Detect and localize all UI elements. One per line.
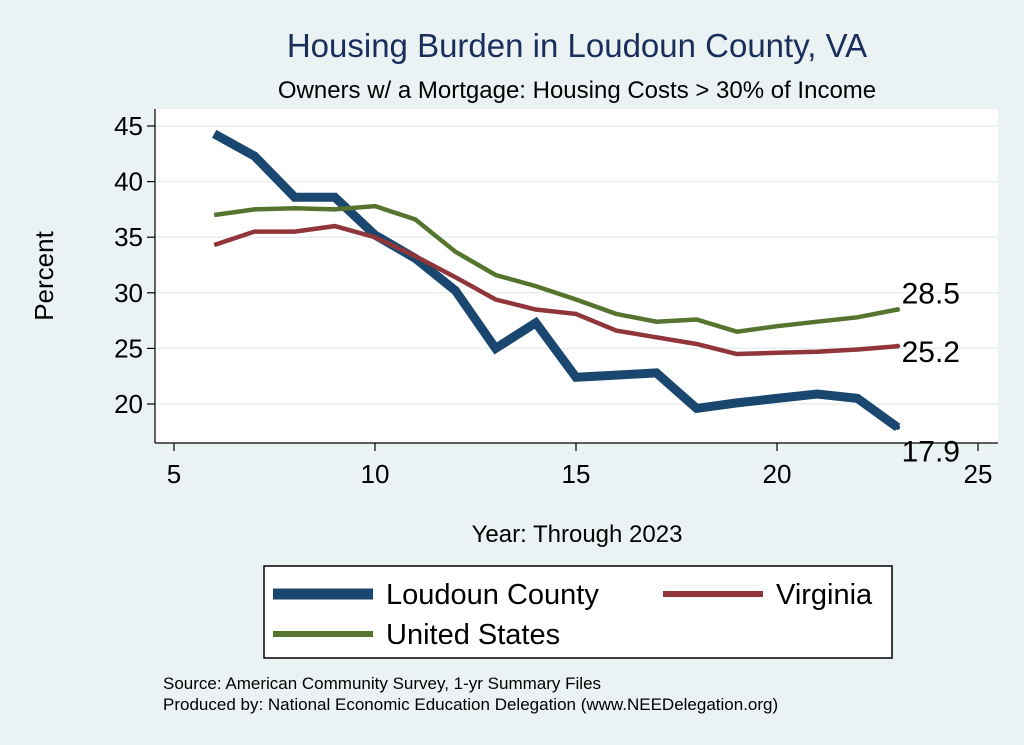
produced-note: Produced by: National Economic Education… bbox=[163, 695, 778, 714]
y-tick-label: 30 bbox=[114, 278, 143, 308]
grid-lines bbox=[155, 125, 998, 405]
x-tick-label: 25 bbox=[964, 459, 993, 489]
end-labels: 17.9 25.2 28.5 bbox=[895, 277, 960, 468]
legend-box bbox=[263, 565, 893, 659]
y-tick-label: 20 bbox=[114, 389, 143, 419]
legend-label-united-states: United States bbox=[386, 619, 560, 651]
end-marker-virginia bbox=[895, 343, 901, 349]
y-axis-label: Percent bbox=[29, 230, 59, 320]
axes: 20 25 30 35 40 45 5 10 15 20 25 bbox=[114, 109, 998, 489]
legend: Loudoun County Virginia United States bbox=[263, 565, 893, 659]
x-tick-label: 10 bbox=[361, 459, 390, 489]
end-marker-united-states bbox=[895, 306, 901, 312]
y-tick-label: 25 bbox=[114, 333, 143, 363]
end-label-united-states: 28.5 bbox=[902, 277, 960, 310]
y-tick-label: 40 bbox=[114, 167, 143, 197]
x-tick-label: 15 bbox=[562, 459, 591, 489]
series-line-virginia bbox=[213, 223, 898, 357]
plot-area bbox=[155, 109, 998, 443]
y-tick-label: 45 bbox=[114, 111, 143, 141]
x-axis-label: Year: Through 2023 bbox=[472, 521, 683, 548]
x-tick-label: 20 bbox=[763, 459, 792, 489]
end-label-loudoun-county: 17.9 bbox=[902, 435, 960, 468]
legend-label-virginia: Virginia bbox=[776, 579, 873, 611]
end-marker-loudoun-county bbox=[895, 424, 901, 430]
legend-label-loudoun-county: Loudoun County bbox=[386, 579, 599, 611]
end-label-virginia: 25.2 bbox=[902, 336, 960, 369]
chart-subtitle: Owners w/ a Mortgage: Housing Costs > 30… bbox=[278, 77, 876, 104]
series-line-united-states bbox=[213, 203, 899, 334]
x-tick-label: 5 bbox=[167, 459, 181, 489]
series-line-loudoun-county bbox=[212, 129, 901, 432]
y-tick-label: 35 bbox=[114, 222, 143, 252]
source-note: Source: American Community Survey, 1-yr … bbox=[163, 674, 601, 693]
series-lines bbox=[212, 129, 901, 432]
chart-title: Housing Burden in Loudoun County, VA bbox=[287, 27, 867, 64]
